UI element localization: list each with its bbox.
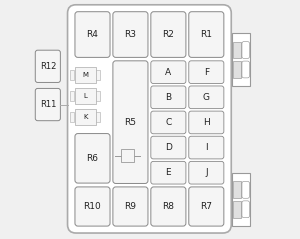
Text: R4: R4 <box>87 30 98 39</box>
FancyBboxPatch shape <box>35 88 60 121</box>
Bar <box>75 88 96 104</box>
Text: H: H <box>203 118 210 127</box>
Text: B: B <box>165 93 171 102</box>
FancyBboxPatch shape <box>242 181 250 198</box>
Bar <box>75 67 96 83</box>
Text: R1: R1 <box>200 30 212 39</box>
FancyBboxPatch shape <box>75 187 110 226</box>
Bar <box>70 112 74 122</box>
Text: R5: R5 <box>124 118 136 127</box>
Text: D: D <box>165 143 172 152</box>
Text: R10: R10 <box>84 202 101 211</box>
Bar <box>121 149 134 162</box>
Bar <box>232 33 250 86</box>
FancyBboxPatch shape <box>68 5 231 233</box>
Bar <box>233 181 241 198</box>
FancyBboxPatch shape <box>75 12 110 57</box>
Bar <box>70 70 74 80</box>
Text: J: J <box>205 168 208 177</box>
FancyBboxPatch shape <box>151 111 186 134</box>
FancyBboxPatch shape <box>151 86 186 109</box>
Text: R9: R9 <box>124 202 136 211</box>
Bar <box>70 91 74 101</box>
FancyBboxPatch shape <box>242 61 250 78</box>
FancyBboxPatch shape <box>189 86 224 109</box>
FancyBboxPatch shape <box>151 61 186 83</box>
Bar <box>96 112 100 122</box>
Text: R2: R2 <box>162 30 174 39</box>
Text: R7: R7 <box>200 202 212 211</box>
FancyBboxPatch shape <box>151 161 186 184</box>
Text: M: M <box>82 72 88 78</box>
Bar <box>233 201 241 218</box>
FancyBboxPatch shape <box>189 12 224 57</box>
Bar <box>75 109 96 125</box>
FancyBboxPatch shape <box>113 12 148 57</box>
Text: A: A <box>165 68 171 77</box>
Text: L: L <box>83 93 87 99</box>
FancyBboxPatch shape <box>35 50 60 82</box>
Bar <box>233 61 241 78</box>
FancyBboxPatch shape <box>189 161 224 184</box>
Text: R3: R3 <box>124 30 136 39</box>
Text: K: K <box>83 114 88 120</box>
FancyBboxPatch shape <box>75 134 110 183</box>
Text: C: C <box>165 118 172 127</box>
Text: E: E <box>166 168 171 177</box>
Text: R11: R11 <box>40 100 56 109</box>
FancyBboxPatch shape <box>189 111 224 134</box>
FancyBboxPatch shape <box>189 136 224 159</box>
Bar <box>96 70 100 80</box>
Text: F: F <box>204 68 209 77</box>
FancyBboxPatch shape <box>151 136 186 159</box>
FancyBboxPatch shape <box>242 201 250 218</box>
Text: R12: R12 <box>40 62 56 71</box>
FancyBboxPatch shape <box>113 61 148 184</box>
FancyBboxPatch shape <box>113 187 148 226</box>
Bar <box>96 91 100 101</box>
Text: R8: R8 <box>162 202 174 211</box>
FancyBboxPatch shape <box>242 42 250 59</box>
Bar <box>232 173 250 226</box>
Text: R6: R6 <box>86 154 98 163</box>
Text: I: I <box>205 143 208 152</box>
FancyBboxPatch shape <box>189 187 224 226</box>
FancyBboxPatch shape <box>151 187 186 226</box>
Text: G: G <box>203 93 210 102</box>
FancyBboxPatch shape <box>189 61 224 83</box>
FancyBboxPatch shape <box>151 12 186 57</box>
Bar <box>233 42 241 59</box>
